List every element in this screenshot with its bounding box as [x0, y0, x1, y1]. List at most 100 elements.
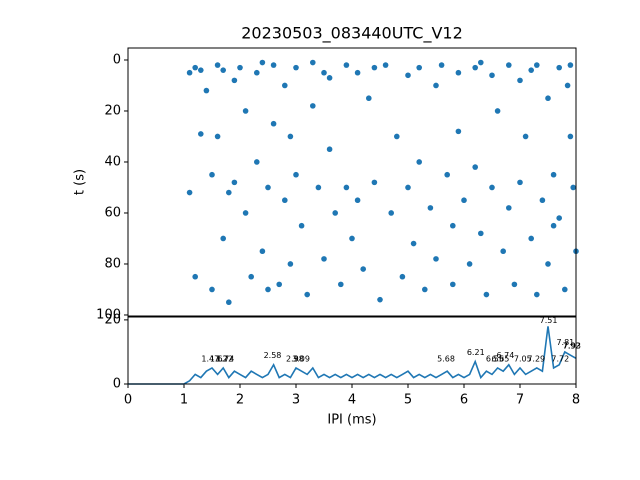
- point: [231, 77, 238, 84]
- x-tick-label: 2: [236, 393, 244, 408]
- point: [433, 82, 439, 89]
- peak-label: 7.51: [540, 316, 558, 325]
- y-tick-label: 20: [104, 312, 121, 327]
- peak-label: 2.98: [286, 354, 304, 363]
- point: [186, 189, 193, 196]
- point: [511, 281, 518, 288]
- point: [478, 230, 484, 237]
- x-tick-label: 8: [572, 393, 580, 408]
- point: [321, 69, 327, 76]
- point: [326, 146, 333, 153]
- point: [253, 69, 260, 76]
- point: [455, 128, 462, 135]
- point: [394, 133, 400, 140]
- point: [253, 159, 260, 165]
- x-tick-label: 5: [404, 393, 412, 408]
- y-tick-label: 80: [104, 256, 121, 271]
- point: [270, 62, 277, 68]
- point: [534, 291, 540, 298]
- point: [226, 189, 232, 196]
- point: [450, 222, 456, 229]
- y-tick-label: 60: [104, 205, 121, 220]
- point: [209, 171, 215, 178]
- point: [343, 184, 350, 191]
- axes-frame: [127, 47, 577, 317]
- point: [371, 64, 378, 71]
- point: [198, 131, 204, 137]
- point: [214, 133, 221, 140]
- point: [382, 62, 389, 68]
- point: [388, 210, 395, 216]
- peak-label: 7.92: [563, 341, 581, 350]
- peak-label: 1.72: [215, 354, 233, 363]
- point: [192, 64, 198, 71]
- point: [192, 273, 198, 280]
- peak-label: 2.58: [264, 351, 282, 360]
- point: [343, 62, 350, 68]
- point: [321, 256, 327, 262]
- peak-label: 7.05: [514, 354, 532, 363]
- point: [564, 82, 571, 89]
- point: [354, 197, 361, 204]
- point: [226, 299, 232, 306]
- peak-label: 6.65: [491, 354, 509, 363]
- point: [427, 205, 434, 211]
- point: [550, 171, 557, 178]
- point: [433, 256, 439, 262]
- point: [293, 171, 299, 178]
- point: [483, 291, 490, 298]
- point: [377, 296, 383, 303]
- peak-label: 3: [293, 354, 298, 363]
- point: [371, 179, 378, 186]
- point: [276, 281, 283, 288]
- point: [326, 75, 333, 81]
- point: [399, 273, 406, 280]
- x-tick-label: 6: [460, 393, 468, 408]
- point: [405, 184, 411, 191]
- point: [410, 240, 417, 247]
- point: [534, 62, 540, 68]
- point: [472, 64, 479, 71]
- y-axis-label: t (s): [73, 169, 88, 195]
- point: [293, 64, 299, 71]
- y-tick-label: 100: [96, 307, 121, 322]
- peak-label: 7.81: [556, 338, 574, 347]
- point: [265, 184, 271, 191]
- point: [310, 59, 316, 66]
- point: [539, 197, 546, 204]
- point: [528, 235, 534, 242]
- point: [366, 95, 372, 102]
- peak-label: 1.62: [210, 354, 228, 363]
- point: [186, 69, 193, 76]
- y-tick-label: 20: [104, 103, 121, 118]
- peak-label: 1.74: [217, 354, 235, 363]
- peak-label: 7.72: [551, 354, 569, 363]
- point: [489, 72, 495, 79]
- x-tick-label: 7: [516, 393, 524, 408]
- peak-label: 5.68: [437, 354, 455, 363]
- point: [354, 69, 361, 76]
- point: [444, 171, 451, 178]
- peak-label: 1.47: [201, 354, 219, 363]
- point: [556, 64, 562, 71]
- point: [282, 197, 288, 204]
- point: [550, 222, 557, 229]
- point: [265, 286, 271, 293]
- chart-title: 20230503_083440UTC_V12: [241, 24, 463, 44]
- point: [567, 62, 574, 68]
- point: [450, 281, 456, 288]
- peak-label: 6.21: [467, 348, 485, 357]
- point: [522, 133, 529, 140]
- x-tick-label: 0: [124, 393, 132, 408]
- point: [298, 222, 305, 229]
- peak-label: 3.09: [292, 354, 310, 363]
- point: [220, 235, 226, 242]
- point: [231, 179, 238, 186]
- x-tick-label: 3: [292, 393, 300, 408]
- y-tick-label: 0: [113, 52, 121, 67]
- point: [478, 59, 484, 66]
- point: [556, 215, 562, 221]
- line: [128, 326, 577, 385]
